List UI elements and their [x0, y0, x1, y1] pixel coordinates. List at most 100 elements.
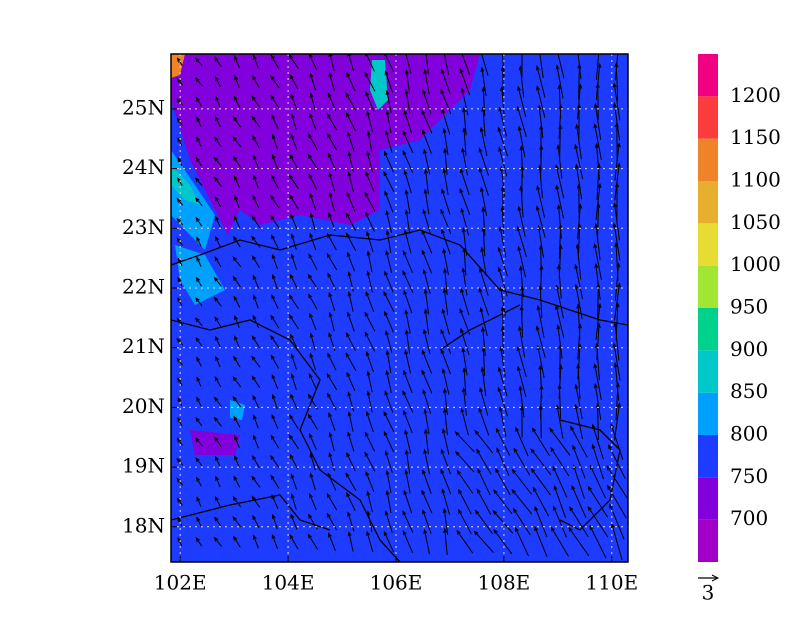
wind-arrow: [385, 209, 392, 233]
wind-arrow: [421, 129, 432, 154]
wind-arrow: [595, 302, 602, 340]
wind-arrow: [384, 70, 394, 93]
wind-arrow: [290, 233, 297, 250]
wind-arrow: [384, 390, 394, 413]
wind-arrow: [534, 525, 548, 558]
wind-arrow: [347, 531, 354, 552]
wind-arrow: [498, 226, 507, 257]
wind-arrow: [458, 508, 472, 535]
reference-label: 3: [702, 581, 715, 605]
wind-arrow: [215, 235, 221, 248]
wind-arrow: [493, 489, 513, 515]
colorbar-swatch: [698, 392, 718, 435]
wind-arrow: [328, 431, 335, 452]
wind-arrow: [385, 109, 392, 134]
wind-arrow: [423, 288, 430, 315]
wind-arrow: [498, 406, 507, 437]
colorbar-label: 1100: [730, 168, 781, 192]
x-tick-label: 110E: [585, 571, 638, 595]
wind-arrow: [327, 472, 337, 491]
wind-arrow: [251, 95, 261, 108]
wind-arrow: [345, 92, 357, 111]
wind-arrow: [535, 65, 546, 98]
colorbar: 700 750 800 850 900 950 1000 1050 1100 1150 1200: [698, 54, 781, 562]
high-region: [230, 400, 245, 420]
wind-arrow: [270, 54, 280, 69]
wind-arrow: [478, 407, 490, 436]
wind-arrow: [440, 328, 452, 355]
wind-arrow: [214, 516, 222, 527]
wind-arrow: [403, 289, 413, 314]
wind-arrow: [385, 89, 392, 114]
colorbar-label: 700: [730, 506, 768, 530]
wind-arrow: [596, 202, 601, 241]
wind-arrow: [308, 372, 318, 391]
wind-arrow: [345, 352, 357, 371]
wind-arrow: [195, 457, 203, 467]
wind-arrow: [366, 270, 373, 293]
wind-arrow: [366, 110, 374, 133]
wind-arrow: [474, 509, 493, 534]
wind-arrow: [290, 213, 298, 230]
colorbar-swatch: [698, 181, 718, 224]
wind-arrow: [425, 54, 429, 75]
wind-arrow: [347, 411, 354, 432]
wind-arrow: [575, 123, 582, 160]
wind-arrow: [271, 114, 279, 129]
wind-arrow: [326, 252, 338, 271]
wind-arrow: [195, 216, 203, 227]
wind-arrow: [214, 256, 222, 267]
wind-arrow: [556, 144, 563, 179]
wind-arrow: [308, 253, 318, 270]
wind-arrow: [441, 188, 451, 215]
wind-arrow: [423, 168, 429, 195]
wind-arrow: [366, 490, 373, 513]
wind-arrow: [536, 304, 545, 338]
wind-arrow: [479, 126, 488, 157]
wind-arrow: [479, 186, 488, 217]
wind-arrow: [214, 376, 222, 388]
wind-arrow: [327, 352, 337, 371]
wind-arrow: [518, 65, 525, 98]
wind-arrow: [213, 156, 222, 167]
wind-arrow: [215, 215, 221, 228]
wind-arrow: [511, 488, 533, 515]
colorbar-label: 850: [730, 379, 768, 403]
wind-arrow: [270, 74, 280, 89]
wind-arrow: [365, 171, 375, 192]
field: [171, 54, 628, 562]
wind-arrow: [538, 404, 543, 439]
wind-arrow: [456, 469, 474, 494]
wind-arrow: [557, 263, 562, 299]
wind-arrow: [271, 273, 278, 290]
wind-arrow: [496, 447, 510, 476]
wind-arrow: [196, 236, 202, 247]
wind-arrow: [571, 484, 587, 519]
wind-arrow: [232, 495, 242, 508]
wind-arrow: [421, 229, 433, 254]
colorbar-swatch: [698, 519, 718, 562]
wind-arrow: [270, 334, 280, 349]
wind-arrow: [511, 468, 532, 495]
wind-arrow: [252, 154, 259, 169]
wind-arrow: [421, 109, 433, 134]
wind-arrow: [365, 211, 375, 232]
wind-arrow: [498, 106, 507, 137]
wind-arrow: [307, 273, 319, 290]
wind-arrow: [554, 304, 565, 339]
wind-arrow: [309, 232, 317, 251]
wind-arrow: [595, 182, 602, 220]
wind-arrow: [234, 315, 240, 328]
wind-arrow: [347, 391, 355, 412]
wind-arrow: [614, 62, 619, 101]
wind-arrow: [577, 63, 582, 100]
wind-arrow: [574, 263, 584, 300]
wind-arrow: [271, 393, 278, 410]
wind-arrow: [440, 68, 451, 95]
wind-arrow: [384, 310, 394, 333]
wind-arrow: [364, 431, 376, 452]
wind-arrow: [404, 449, 411, 474]
wind-arrow: [499, 286, 506, 317]
wind-arrow: [232, 136, 242, 148]
wind-arrow: [365, 290, 375, 313]
